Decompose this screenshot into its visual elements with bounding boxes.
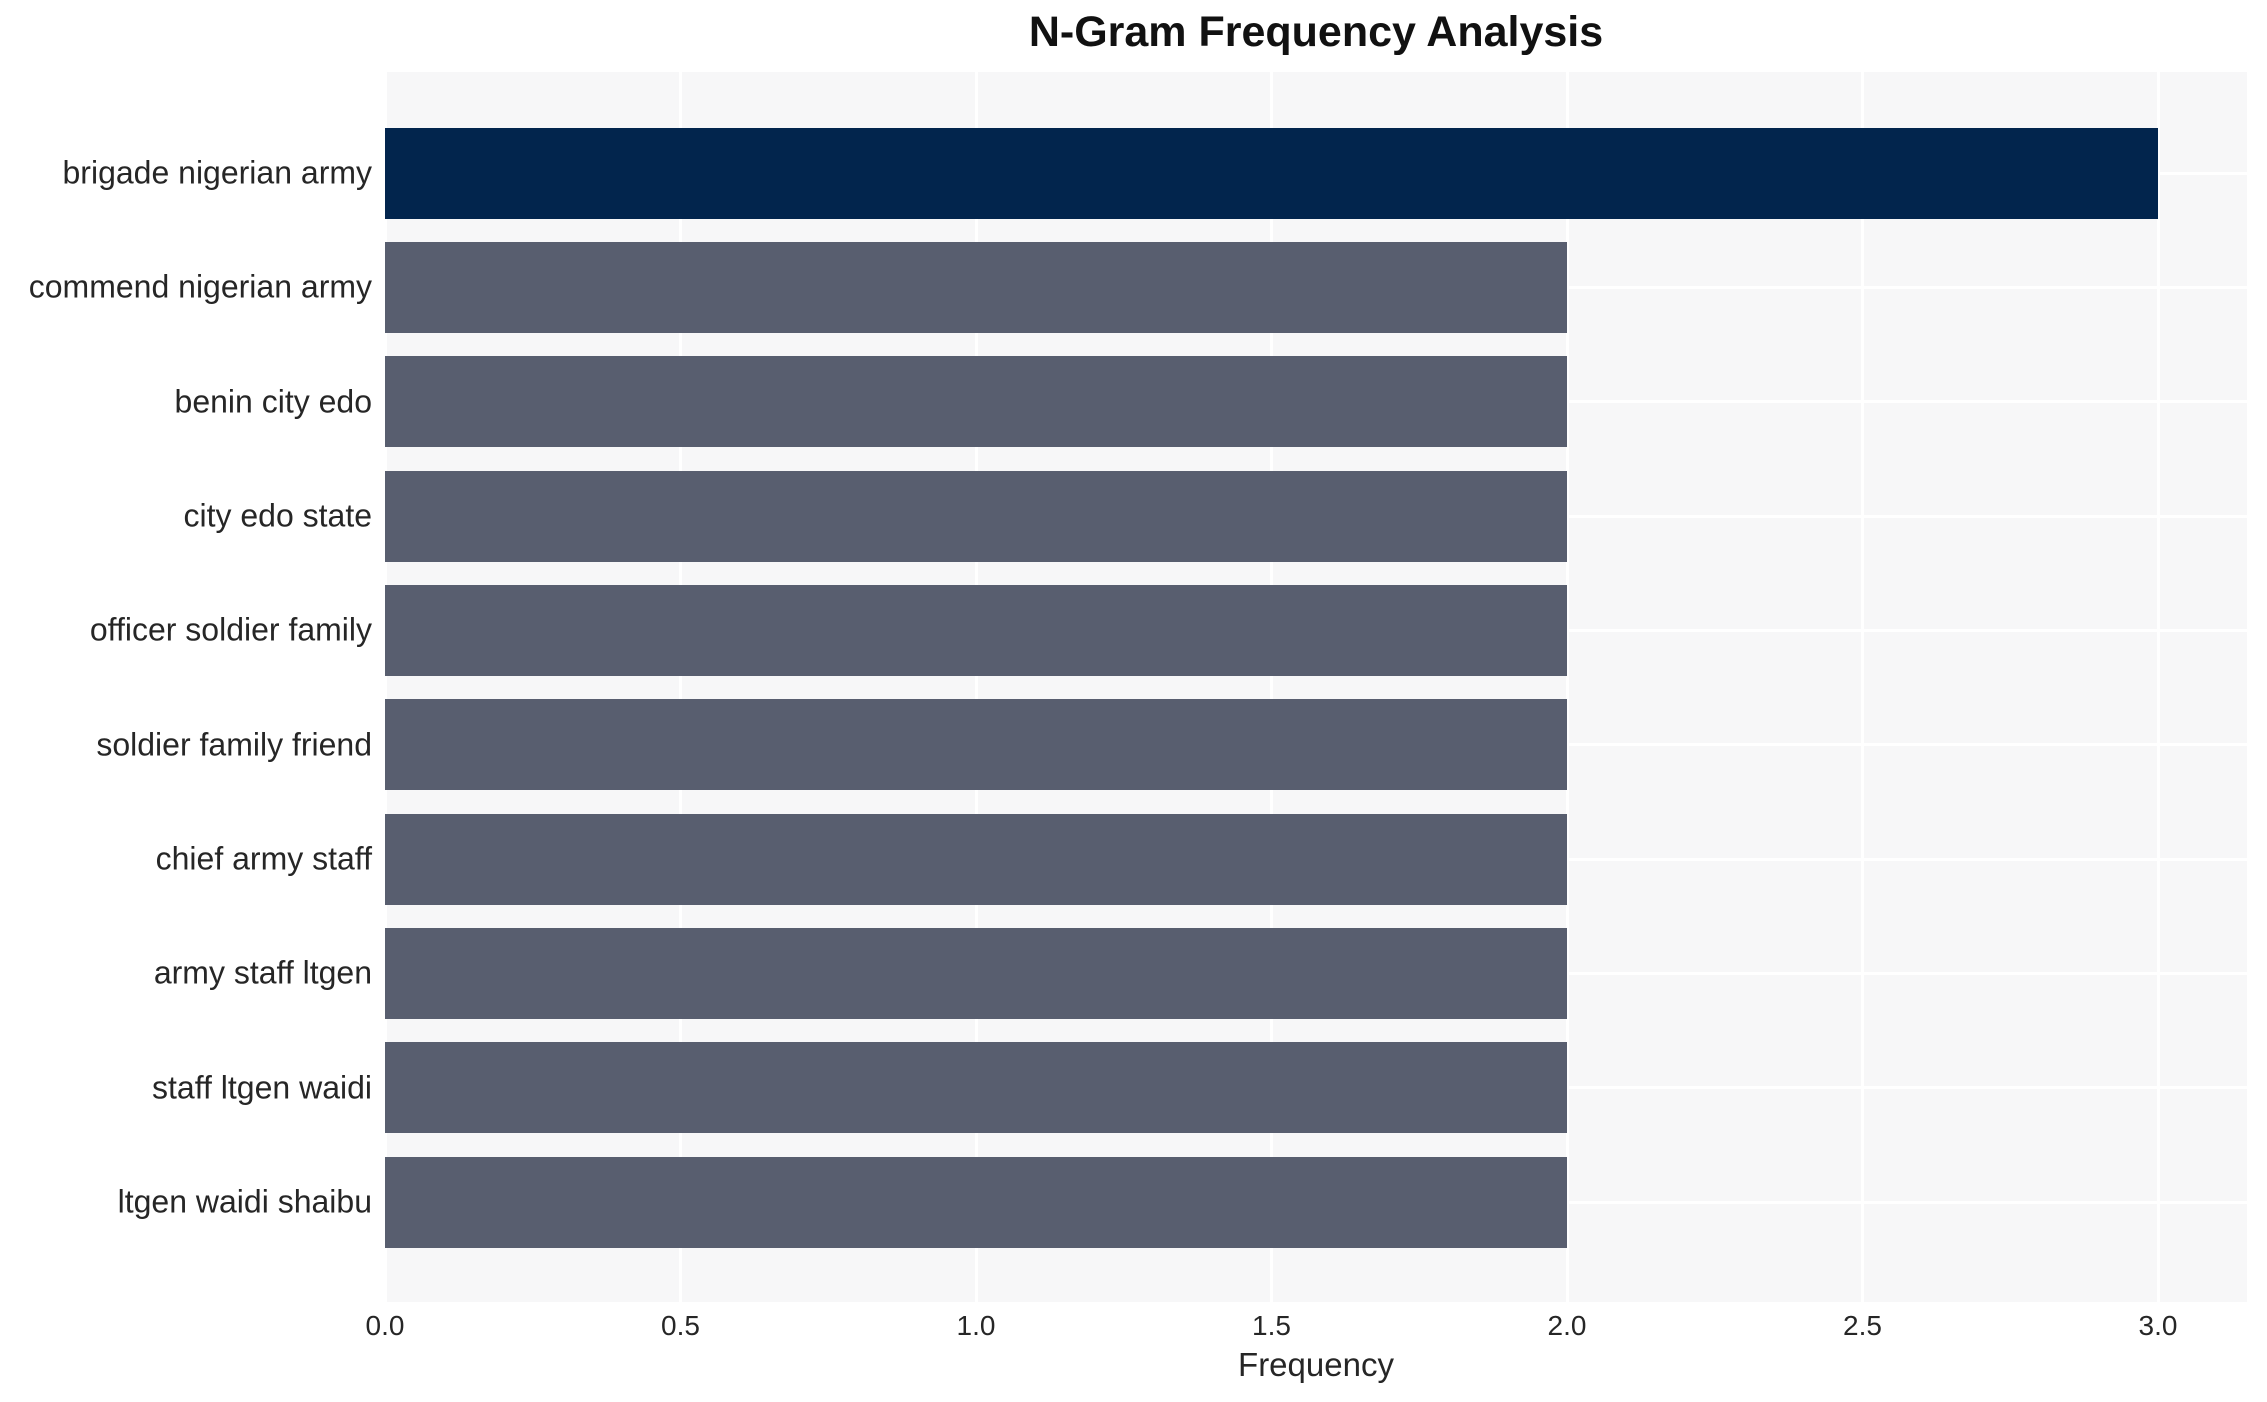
y-tick-label: commend nigerian army <box>28 268 372 305</box>
x-tick-label: 0.0 <box>365 1310 405 1341</box>
y-tick-label: staff ltgen waidi <box>152 1069 372 1106</box>
bar <box>385 241 1567 333</box>
y-tick-label: brigade nigerian army <box>62 154 373 191</box>
x-tick-label: 3.0 <box>2138 1310 2178 1341</box>
chart-title: N-Gram Frequency Analysis <box>1028 8 1604 56</box>
vertical-gridline <box>2156 72 2160 1302</box>
y-tick-label: ltgen waidi shaibu <box>117 1183 372 1220</box>
x-axis-label: Frequency <box>1238 1346 1394 1383</box>
vertical-gridline <box>1565 72 1569 1302</box>
y-tick-label: benin city edo <box>174 383 372 420</box>
x-tick-label: 1.5 <box>1252 1310 1291 1341</box>
bar <box>385 699 1567 791</box>
bar <box>385 127 2158 219</box>
x-tick-label: 2.0 <box>1547 1310 1587 1341</box>
bar <box>385 927 1567 1019</box>
vertical-gridline <box>679 72 682 1302</box>
x-tick-label: 1.0 <box>956 1310 996 1341</box>
y-tick-label: chief army staff <box>155 840 372 877</box>
y-tick-label: army staff ltgen <box>153 954 372 991</box>
x-tick-label: 0.5 <box>661 1310 700 1341</box>
bar <box>385 356 1567 448</box>
bar <box>385 1156 1567 1248</box>
y-tick-label: soldier family friend <box>96 726 372 763</box>
y-tick-label: city edo state <box>183 497 372 534</box>
bar <box>385 470 1567 562</box>
bar <box>385 584 1567 676</box>
vertical-gridline <box>383 72 387 1302</box>
vertical-gridline <box>974 72 978 1302</box>
bar <box>385 1042 1567 1134</box>
vertical-gridline <box>1270 72 1273 1302</box>
vertical-gridline <box>1861 72 1864 1302</box>
x-tick-label: 2.5 <box>1843 1310 1882 1341</box>
bar <box>385 813 1567 905</box>
plot-area <box>383 72 2247 1302</box>
y-tick-label: officer soldier family <box>89 611 372 648</box>
